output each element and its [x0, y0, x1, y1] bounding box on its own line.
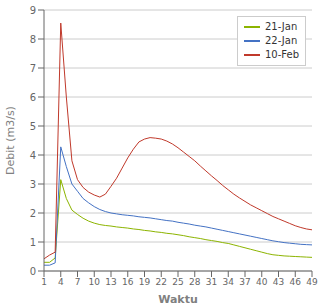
svg-text:0: 0 — [30, 266, 36, 277]
svg-text:46: 46 — [290, 277, 302, 287]
svg-text:16: 16 — [122, 277, 134, 287]
svg-text:3: 3 — [30, 179, 36, 190]
svg-text:1: 1 — [41, 277, 47, 287]
svg-text:28: 28 — [189, 277, 201, 287]
svg-text:10: 10 — [89, 277, 101, 287]
svg-text:4: 4 — [30, 150, 36, 161]
svg-text:19: 19 — [139, 277, 151, 287]
svg-text:34: 34 — [223, 277, 235, 287]
html-text:21-Jan: 21-Jan — [265, 21, 298, 32]
svg-text:13: 13 — [105, 277, 116, 287]
svg-text:7: 7 — [75, 277, 81, 287]
html-text:22-Jan: 22-Jan — [265, 35, 298, 46]
svg-text:25: 25 — [172, 277, 183, 287]
svg-text:22: 22 — [156, 277, 167, 287]
svg-text:Waktu: Waktu — [158, 293, 198, 306]
svg-text:1: 1 — [30, 237, 36, 248]
svg-text:31: 31 — [206, 277, 217, 287]
svg-text:8: 8 — [30, 34, 36, 45]
svg-text:5: 5 — [30, 121, 36, 132]
svg-text:9: 9 — [30, 5, 36, 16]
svg-text:2: 2 — [30, 208, 36, 219]
svg-text:6: 6 — [30, 92, 36, 103]
svg-text:49: 49 — [306, 277, 316, 287]
svg-text:43: 43 — [273, 277, 284, 287]
svg-text:7: 7 — [30, 63, 36, 74]
svg-text:4: 4 — [58, 277, 64, 287]
html-text:10-Feb: 10-Feb — [265, 49, 299, 60]
svg-text:Debit (m3/s): Debit (m3/s) — [8, 106, 17, 175]
svg-text:40: 40 — [256, 277, 268, 287]
svg-text:37: 37 — [239, 277, 250, 287]
